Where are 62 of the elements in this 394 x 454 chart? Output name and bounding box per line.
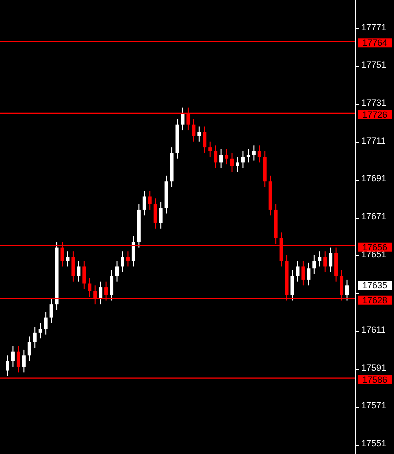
y-tick-label: 17731 xyxy=(362,98,387,108)
candlestick xyxy=(148,190,152,210)
candlestick xyxy=(44,312,48,336)
candlestick xyxy=(126,251,130,268)
candlestick xyxy=(77,260,81,282)
candlestick xyxy=(225,148,229,166)
candlestick xyxy=(110,270,114,302)
candlestick xyxy=(312,254,316,275)
candlestick xyxy=(38,322,42,340)
candlestick xyxy=(307,262,311,286)
ref-line-label: 17726 xyxy=(362,110,388,120)
candlestick xyxy=(132,236,136,268)
ref-line-label: 17764 xyxy=(362,38,388,48)
candlestick xyxy=(6,355,10,377)
candlestick xyxy=(22,349,26,374)
text: 17635 xyxy=(362,280,388,291)
candlestick xyxy=(66,251,70,268)
y-tick-label: 17551 xyxy=(362,438,387,449)
candlestick xyxy=(329,247,333,273)
candlestick xyxy=(142,190,146,216)
candlestick xyxy=(258,145,262,164)
candlestick xyxy=(181,107,185,132)
y-tick-label: 17751 xyxy=(362,60,387,70)
candlestick xyxy=(241,150,245,169)
candlestick xyxy=(302,260,306,286)
candlestick xyxy=(246,148,250,164)
candlestick xyxy=(16,346,20,374)
ref-line-label: 17586 xyxy=(362,374,388,385)
candlestick xyxy=(154,198,158,230)
candlestick xyxy=(198,126,202,142)
candlestick xyxy=(230,152,234,173)
candlestick xyxy=(159,202,163,230)
y-tick-label: 17671 xyxy=(362,212,387,222)
candlestick xyxy=(11,346,15,368)
candlestick xyxy=(236,156,240,173)
ref-line-label: 17656 xyxy=(362,242,388,252)
y-tick-label: 17771 xyxy=(362,22,387,32)
y-tick-label: 17611 xyxy=(362,325,386,336)
candlestick xyxy=(50,298,54,324)
candlestick xyxy=(208,141,212,158)
y-tick-label: 17691 xyxy=(362,174,387,184)
y-tick-label: 17571 xyxy=(362,400,387,411)
candlestick xyxy=(99,281,103,306)
candlestick xyxy=(220,148,224,169)
candlestick xyxy=(252,145,256,162)
candlestick xyxy=(214,145,218,169)
ref-line-label: 17628 xyxy=(362,295,388,306)
candlestick xyxy=(82,260,86,290)
candlestick xyxy=(72,251,76,282)
candlestick xyxy=(33,326,37,349)
candlestick xyxy=(296,260,300,282)
candlestick xyxy=(290,270,294,302)
candlestick xyxy=(346,279,350,302)
candlestick xyxy=(318,251,322,268)
candlestick xyxy=(120,251,124,273)
candlestick xyxy=(28,336,32,362)
candlestick xyxy=(192,118,196,142)
candlestick xyxy=(203,126,207,154)
candlestick xyxy=(116,260,120,282)
y-tick-label: 17591 xyxy=(362,362,387,373)
candlestick xyxy=(324,251,328,273)
y-tick-label: 17711 xyxy=(362,136,386,146)
